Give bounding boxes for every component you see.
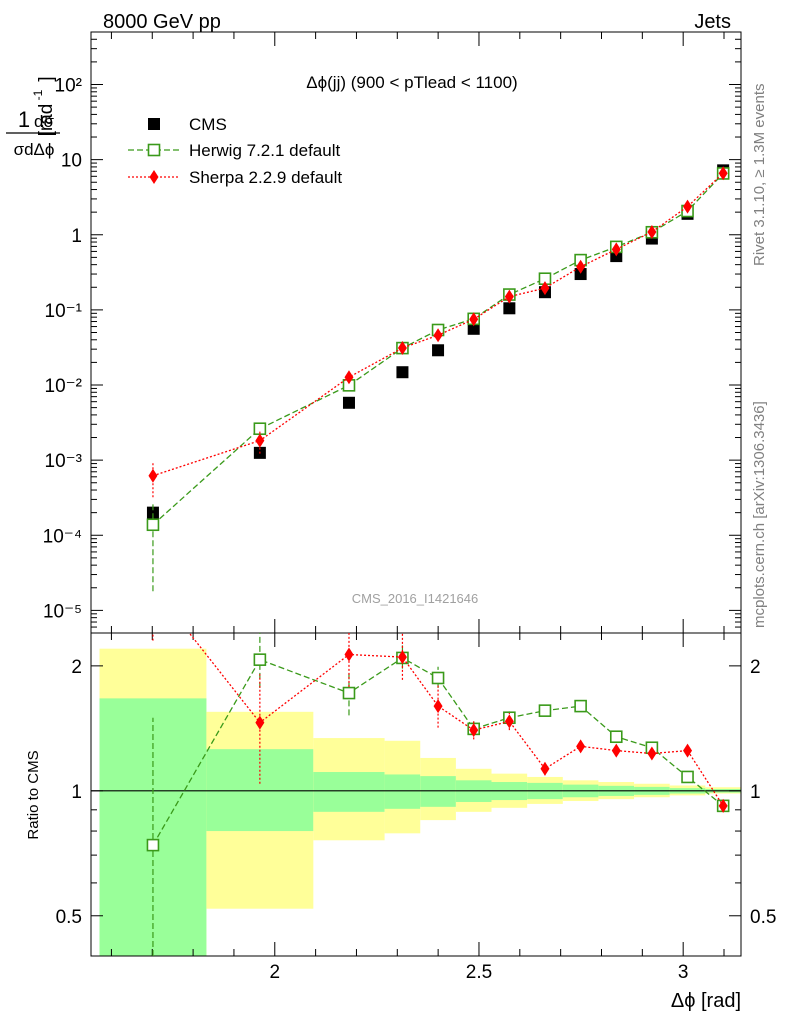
sherpa-point	[611, 242, 621, 257]
sherpa-point	[683, 199, 693, 214]
y-tick-label-main: 10⁻²	[45, 376, 83, 397]
svg-text:-1: -1	[31, 89, 45, 100]
cms-point	[342, 396, 355, 409]
sherpa-point	[540, 281, 550, 296]
x-tick-label: 2	[269, 962, 280, 983]
ratio-uncertainty-bands	[99, 648, 741, 956]
sherpa-ratio-point	[255, 715, 265, 730]
sherpa-point	[504, 289, 514, 304]
ratio-plot-series	[146, 633, 730, 956]
y-tick-label-ratio-right: 1	[750, 782, 761, 803]
watermark: CMS_2016_I1421646	[352, 591, 479, 606]
legend: CMS Herwig 7.2.1 default Sherpa 2.2.9 defa…	[128, 115, 342, 187]
legend-sherpa-marker	[149, 170, 159, 184]
x-tick-label: 2.5	[466, 962, 492, 983]
cms-point	[467, 322, 480, 335]
y-tick-label-main: 10	[61, 151, 82, 172]
svg-text:dσ: dσ	[34, 112, 54, 131]
band-inner	[313, 772, 385, 812]
herwig-ratio-point	[431, 671, 445, 685]
rivet-label: Rivet 3.1.10, ≥ 1.3M events	[751, 84, 768, 267]
herwig-ratio-point	[574, 699, 587, 713]
sherpa-point	[718, 166, 728, 181]
ratio-plot-axes: 2 2.5 3 0.5 0.5 1 1 2 2	[56, 632, 776, 983]
sherpa-ratio-point	[611, 743, 621, 758]
y-tick-label-main: 10⁻³	[45, 451, 83, 472]
cms-point	[574, 268, 587, 281]
y-axis-label-main: 1 dσ σdΔϕ [rad -1 ]	[6, 76, 60, 159]
sherpa-ratio-point	[504, 714, 514, 729]
x-axis-label: Δϕ [rad]	[671, 990, 741, 1012]
herwig-ratio-point	[342, 686, 356, 700]
svg-text:]: ]	[36, 76, 57, 81]
svg-text:σdΔϕ: σdΔϕ	[14, 140, 55, 159]
sherpa-ratio-point	[397, 650, 407, 665]
mcplots-label: mcplots.cern.ch [arXiv:1306.3436]	[751, 401, 768, 628]
sherpa-ratio-point	[344, 647, 354, 662]
cms-point	[503, 302, 516, 315]
sherpa-ratio-point	[540, 761, 550, 776]
sherpa-point	[433, 328, 443, 343]
herwig-ratio-point	[253, 653, 267, 666]
herwig-ratio-point	[681, 770, 694, 784]
herwig-ratio-point	[538, 704, 552, 717]
y-tick-label-main: 10⁻⁵	[43, 601, 82, 622]
herwig-point	[146, 518, 160, 532]
band-inner	[384, 774, 421, 809]
herwig-ratio-point	[609, 730, 623, 744]
y-tick-label-main: 1	[71, 226, 82, 247]
main-plot-axes: 10⁻⁵ 10⁻⁴ 10⁻³ 10⁻² 10⁻¹ 1 10 10²	[43, 31, 742, 634]
y-tick-label-ratio-right: 2	[750, 657, 761, 678]
x-tick-label: 3	[678, 962, 689, 983]
sherpa-ratio-point	[647, 746, 657, 761]
y-tick-label-ratio-right: 0.5	[750, 907, 776, 928]
cms-point	[146, 506, 159, 519]
sherpa-ratio-point	[718, 798, 728, 813]
y-tick-label-main: 10⁻¹	[45, 301, 83, 322]
sherpa-ratio-point	[683, 743, 693, 758]
legend-sherpa-label: Sherpa 2.2.9 default	[189, 168, 342, 187]
band-inner	[420, 776, 456, 807]
legend-herwig-marker	[147, 143, 161, 157]
legend-cms-marker	[148, 118, 160, 130]
cms-point	[432, 344, 445, 357]
y-tick-label-ratio: 2	[71, 657, 82, 678]
sherpa-point	[148, 468, 158, 483]
sherpa-point	[647, 224, 657, 239]
y-tick-label-main: 10²	[55, 76, 82, 97]
sherpa-point	[469, 312, 479, 327]
sherpa-point	[344, 370, 354, 385]
legend-herwig-label: Herwig 7.2.1 default	[189, 141, 340, 160]
sherpa-ratio-point	[469, 723, 479, 738]
ratio-frame	[90, 632, 742, 957]
main-plot-series	[146, 164, 730, 592]
header-left: 8000 GeV pp	[103, 11, 221, 33]
y-tick-label-ratio: 1	[71, 782, 82, 803]
y-tick-label-ratio: 0.5	[56, 907, 82, 928]
header-right: Jets	[694, 11, 731, 33]
legend-cms-label: CMS	[189, 115, 227, 134]
plot-title: Δϕ(jj) (900 < pTlead < 1100)	[306, 73, 517, 92]
herwig-ratio-point	[146, 838, 160, 852]
y-axis-label-ratio: Ratio to CMS	[25, 750, 42, 839]
sherpa-point	[576, 259, 586, 274]
sherpa-ratio-point	[576, 739, 586, 754]
sherpa-point	[255, 433, 265, 448]
sherpa-point	[397, 340, 407, 355]
cms-point	[396, 366, 409, 379]
sherpa-ratio-point	[433, 699, 443, 714]
y-tick-label-main: 10⁻⁴	[43, 526, 82, 547]
band-inner	[206, 749, 314, 832]
svg-text:[rad: [rad	[36, 104, 57, 137]
svg-text:1: 1	[18, 107, 30, 132]
